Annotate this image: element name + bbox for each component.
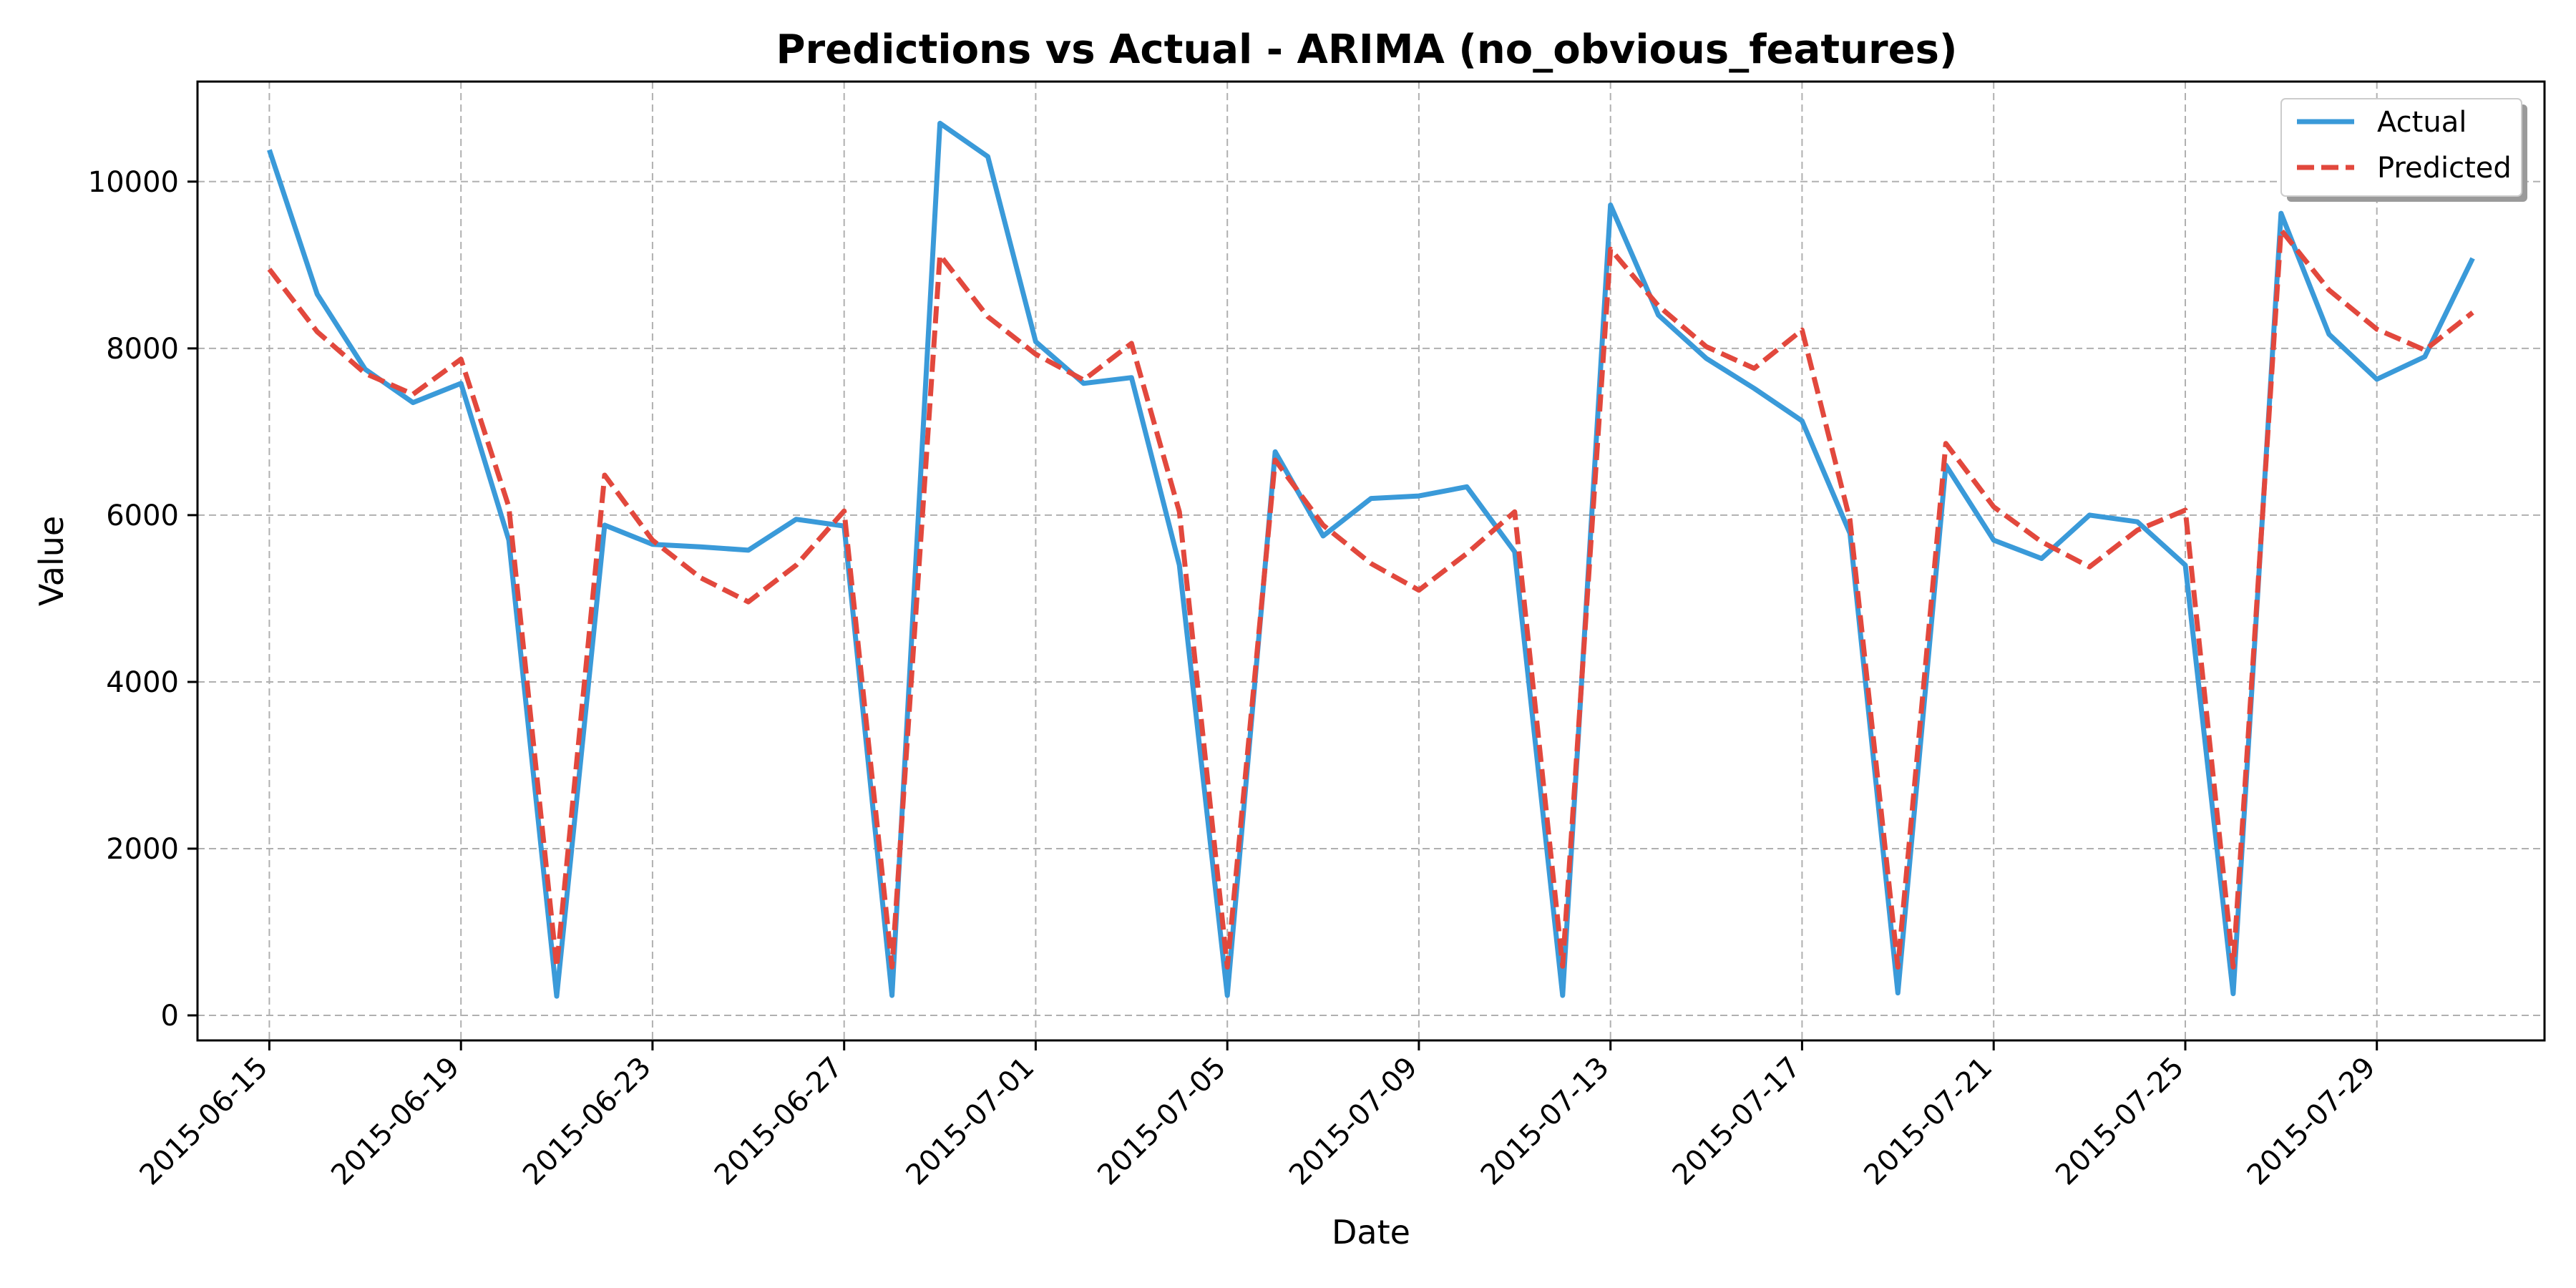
legend-label-actual: Actual: [2377, 106, 2467, 139]
legend-label-predicted: Predicted: [2377, 152, 2512, 185]
y-tick-label: 10000: [88, 166, 179, 199]
y-axis-label: Value: [32, 516, 71, 606]
y-tick-label: 8000: [106, 333, 179, 366]
plot-area-frame: [196, 80, 2546, 1042]
gridlines: [197, 82, 2545, 1040]
legend: Actual Predicted: [2280, 98, 2527, 202]
y-tick-label: 2000: [106, 833, 179, 866]
y-tick-label: 0: [161, 1000, 179, 1033]
y-tick-label: 6000: [106, 499, 179, 532]
chart-title: Predictions vs Actual - ARIMA (no_obviou…: [776, 26, 1958, 73]
series-line-actual: [267, 120, 2475, 999]
y-axis: 0 2000 4000 6000 8000 10000: [88, 166, 197, 1033]
series-lines: [267, 120, 2475, 999]
x-axis-label: Date: [1332, 1213, 1410, 1252]
y-tick-label: 4000: [106, 666, 179, 699]
series-line-predicted: [267, 227, 2474, 970]
